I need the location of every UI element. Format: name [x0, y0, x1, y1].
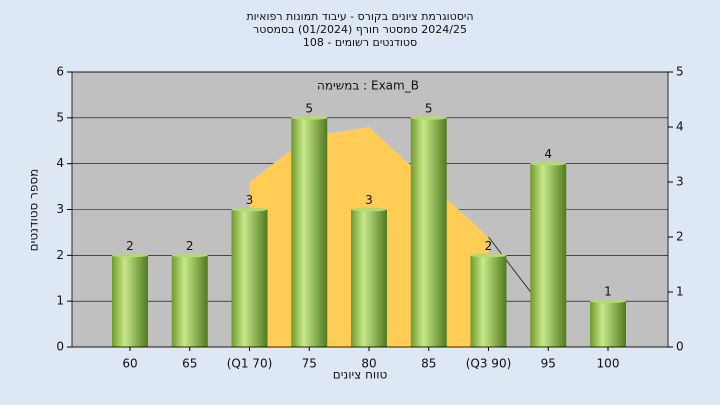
bar-top — [590, 299, 626, 304]
value-label: 4 — [544, 147, 552, 161]
y2-tick-label: 1 — [676, 285, 684, 299]
annotation: Exam_B : במשימה — [317, 79, 419, 93]
y-tick-label: 0 — [56, 340, 64, 354]
bar-top — [171, 253, 208, 258]
title-line: 2024/25 סמסטר חורף (01/2024) בסמסטר — [253, 23, 467, 36]
x-tick-label: 80 — [361, 357, 376, 371]
y2-tick-label: 0 — [676, 340, 684, 354]
bar — [530, 163, 567, 347]
x-tick-label: (Q1 70) — [227, 357, 273, 371]
x-tick-label: 75 — [302, 357, 317, 371]
value-label: 2 — [485, 239, 493, 253]
y-tick-label: 1 — [56, 294, 64, 308]
x-tick-label: 85 — [421, 357, 436, 371]
y2-tick-label: 5 — [676, 65, 684, 79]
value-label: 2 — [126, 239, 134, 253]
y-tick-label: 2 — [56, 248, 64, 262]
value-label: 1 — [604, 285, 612, 299]
x-tick-label: 60 — [122, 357, 137, 371]
bar-top — [291, 115, 328, 120]
bar — [590, 301, 626, 347]
y-tick-label: 6 — [56, 65, 64, 79]
value-label: 5 — [305, 101, 313, 115]
x-tick-label: 100 — [597, 357, 620, 371]
y2-tick-label: 2 — [676, 230, 684, 244]
value-label: 2 — [186, 239, 194, 253]
bar-top — [470, 253, 507, 258]
value-label: 3 — [246, 193, 254, 207]
y2-tick-label: 3 — [676, 175, 684, 189]
y2-tick-label: 4 — [676, 120, 684, 134]
y-axis-label: מספר סטודנטים — [27, 169, 41, 252]
y-tick-label: 3 — [56, 202, 64, 216]
bar-top — [112, 253, 148, 258]
bar — [171, 255, 208, 347]
bar-top — [410, 115, 447, 120]
bar-top — [231, 207, 268, 212]
x-tick-label: (Q3 90) — [466, 357, 512, 371]
title-line: סטודנטים רשומים - 108 — [303, 36, 417, 49]
bar — [470, 255, 507, 347]
bar — [291, 117, 328, 347]
bar-top — [351, 207, 387, 212]
bar — [231, 209, 268, 347]
y-tick-label: 4 — [56, 156, 64, 170]
value-label: 5 — [425, 101, 433, 115]
bar-top — [530, 161, 567, 166]
x-axis-label: טווח ציונים — [333, 368, 388, 382]
bar — [410, 117, 447, 347]
bar — [351, 209, 387, 347]
y-tick-label: 5 — [56, 110, 64, 124]
x-tick-label: 95 — [541, 357, 556, 371]
value-label: 3 — [365, 193, 373, 207]
title-line: היסטוגרמת ציונים בקורס - עיבוד תמונות רפ… — [246, 10, 473, 23]
x-tick-label: 65 — [182, 357, 197, 371]
bar — [112, 255, 148, 347]
plot-frame — [71, 71, 669, 348]
